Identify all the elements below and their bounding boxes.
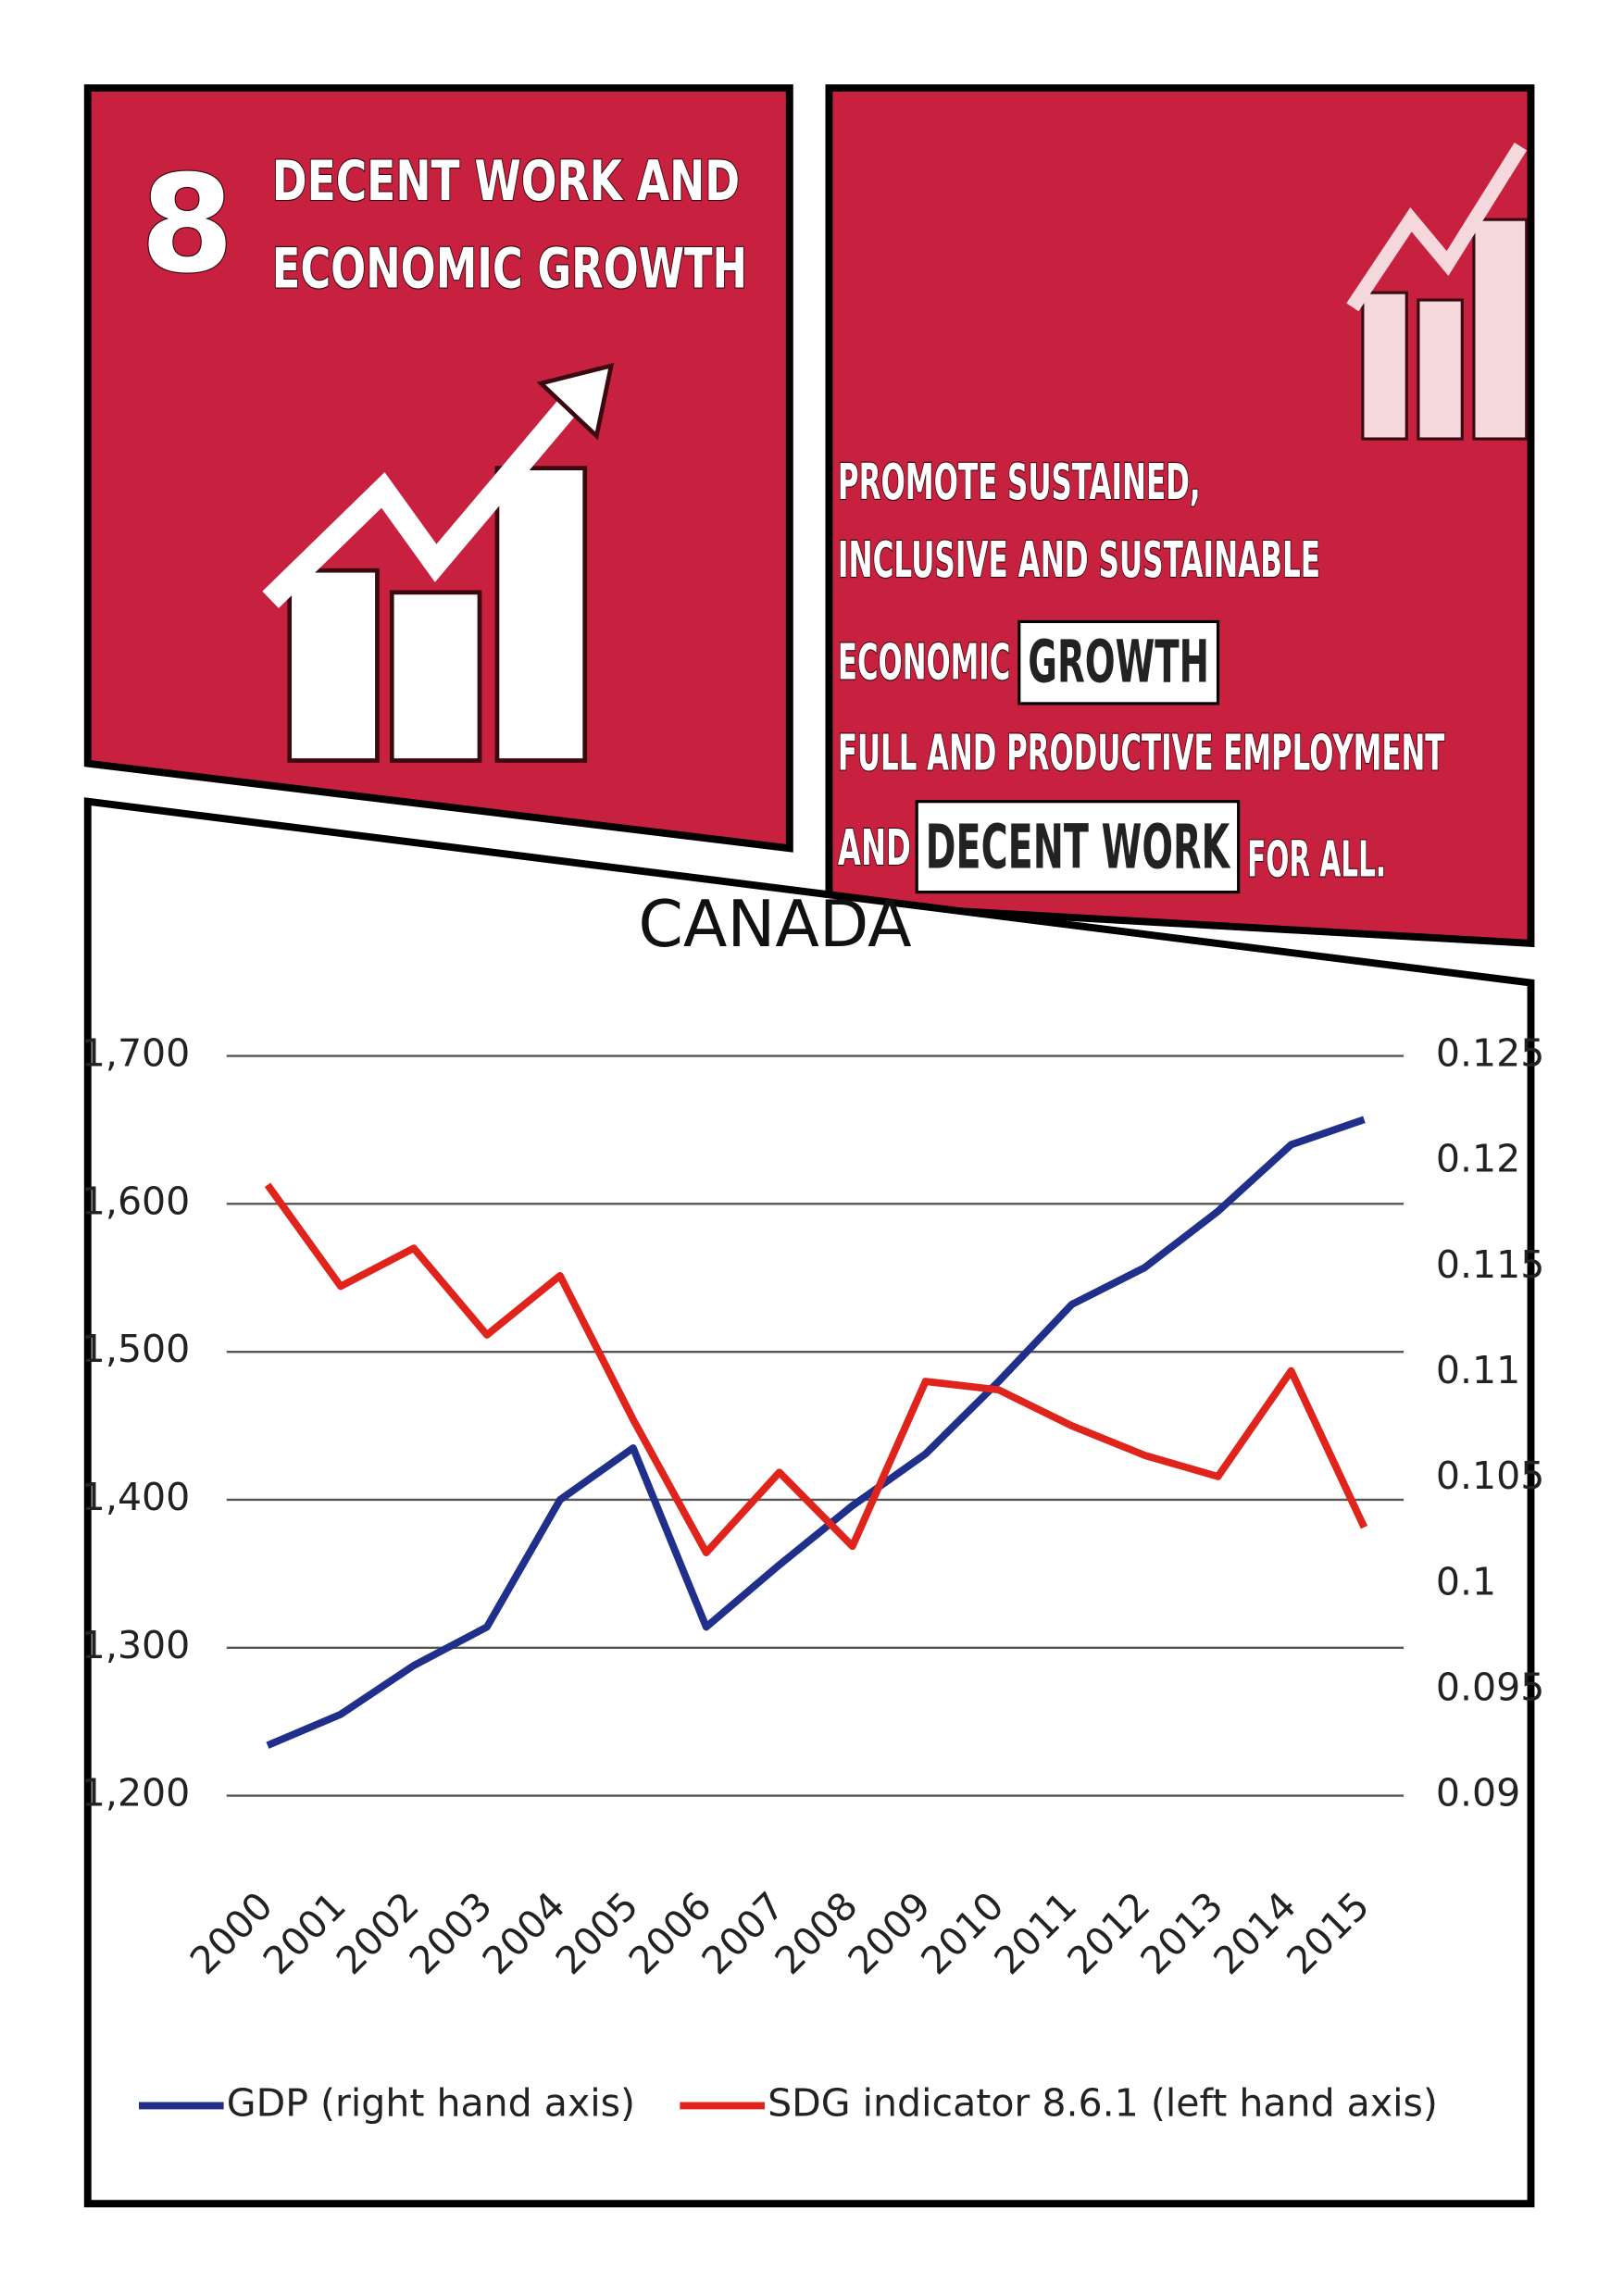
y-tick-label: 1,700 — [81, 1031, 191, 1076]
y-tick-label: 1,500 — [81, 1327, 191, 1371]
legend-label: GDP (right hand axis) — [227, 2080, 635, 2125]
y2-tick-label: 0.105 — [1436, 1454, 1545, 1498]
series-line — [264, 1182, 1368, 1556]
series-line — [266, 1116, 1366, 1749]
goal-text: ECONOMIC — [838, 632, 1010, 691]
legend-label: SDG indicator 8.6.1 (left hand axis) — [768, 2080, 1438, 2125]
y-tick-label: 1,400 — [81, 1475, 191, 1519]
y2-tick-label: 0.09 — [1436, 1771, 1520, 1816]
goal-title: DECENT WORK AND — [272, 149, 740, 214]
y2-tick-label: 0.1 — [1436, 1559, 1496, 1603]
panel-1 — [83, 84, 793, 853]
chart-title: CANADA — [638, 888, 911, 962]
goal-title: ECONOMIC GROWTH — [272, 237, 747, 302]
y2-tick-label: 0.125 — [1436, 1031, 1545, 1076]
goal-number: 8 — [141, 146, 234, 303]
icon-arrow — [262, 387, 587, 608]
y-tick-label: 1,200 — [81, 1771, 191, 1816]
y-tick-label: 1,300 — [81, 1623, 191, 1667]
icon-bar — [389, 590, 482, 763]
growth-icon — [262, 362, 615, 763]
y2-tick-label: 0.115 — [1436, 1242, 1545, 1287]
highlight-box — [1017, 619, 1220, 705]
icon-bar — [1361, 291, 1408, 441]
icon-bar — [1472, 218, 1529, 441]
y2-tick-label: 0.11 — [1436, 1348, 1520, 1392]
y2-tick-label: 0.095 — [1436, 1665, 1545, 1709]
goal-highlight: DECENT WORK — [926, 810, 1231, 882]
goal-text: INCLUSIVE AND SUSTAINABLE — [838, 530, 1320, 589]
icon-bar — [494, 466, 588, 763]
goal-text: FULL AND PRODUCTIVE EMPLOYMENT — [838, 723, 1445, 781]
y2-tick-label: 0.12 — [1436, 1137, 1520, 1181]
goal-text: PROMOTE SUSTAINED, — [838, 453, 1201, 511]
goal-text: AND — [838, 818, 911, 877]
y-tick-label: 1,600 — [81, 1179, 191, 1223]
goal-text: FOR ALL. — [1247, 830, 1386, 889]
highlight-box — [915, 800, 1241, 894]
icon-bar — [287, 568, 380, 763]
growth-icon-small — [1346, 143, 1529, 441]
goal-highlight: GROWTH — [1028, 627, 1209, 695]
icon-bar — [1417, 298, 1464, 441]
icon-arrow — [1346, 143, 1528, 312]
icon-arrowhead — [536, 362, 615, 441]
